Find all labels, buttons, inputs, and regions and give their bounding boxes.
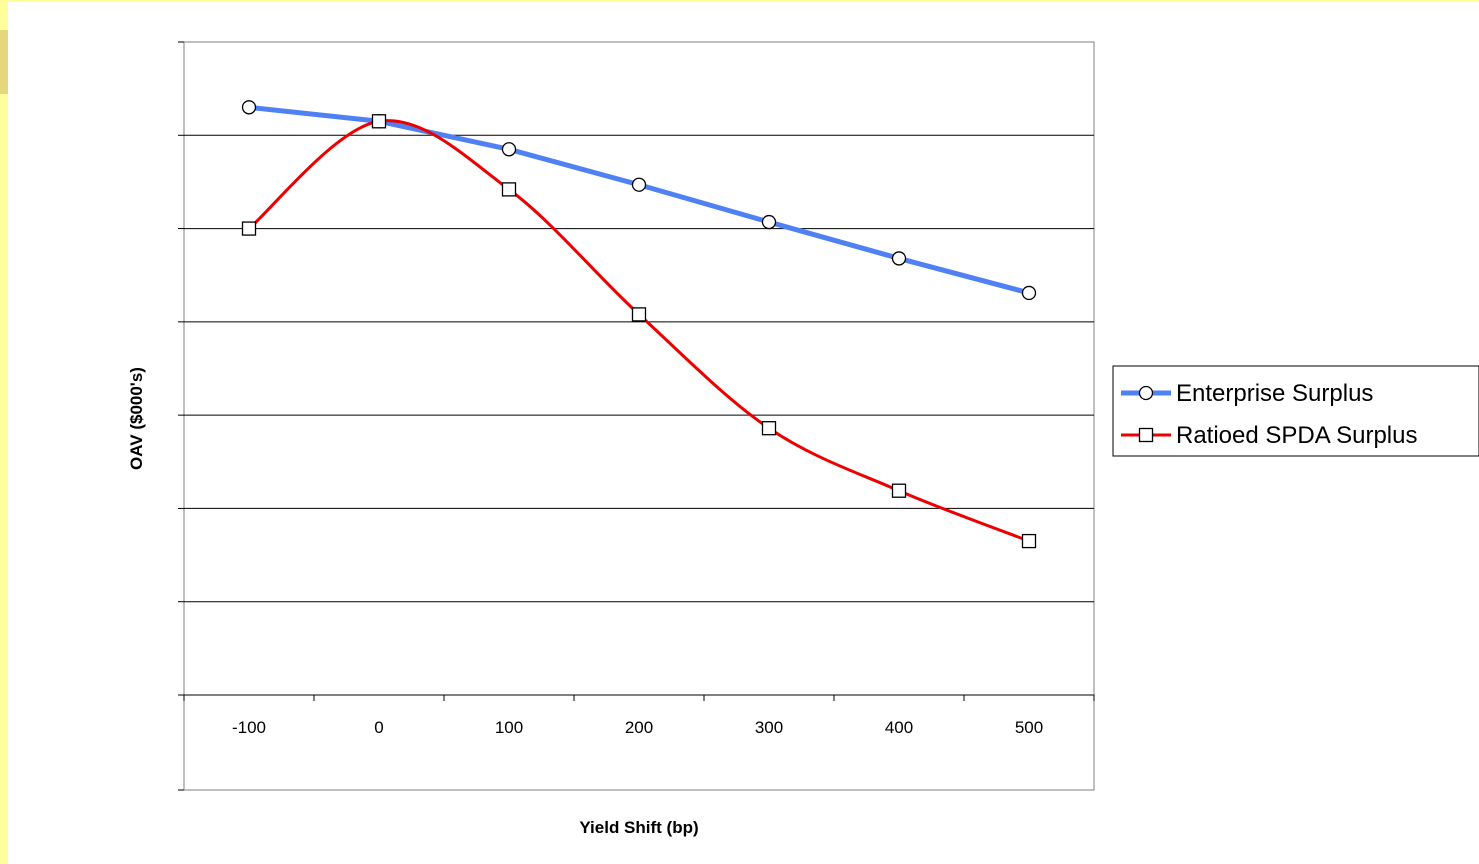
series-ratioed-spda-surplus bbox=[241, 114, 1037, 549]
legend-marker bbox=[1138, 427, 1154, 443]
data-point-marker bbox=[501, 142, 517, 157]
data-point-marker bbox=[501, 182, 517, 197]
data-point-marker bbox=[631, 177, 647, 192]
legend-box bbox=[1112, 365, 1479, 457]
data-point-marker bbox=[241, 221, 257, 236]
data-point-marker bbox=[761, 421, 777, 436]
x-tick-label: -100 bbox=[232, 718, 266, 737]
legend-item: Ratioed SPDA Surplus bbox=[1121, 422, 1417, 449]
x-tick-label: 400 bbox=[885, 718, 913, 737]
x-tick-label: 500 bbox=[1015, 718, 1043, 737]
x-tick-label: 0 bbox=[374, 718, 383, 737]
data-point-marker bbox=[371, 114, 387, 129]
legend-label: Enterprise Surplus bbox=[1176, 380, 1373, 407]
legend-marker bbox=[1138, 385, 1154, 401]
data-point-marker bbox=[631, 307, 647, 322]
data-point-marker bbox=[761, 214, 777, 230]
x-axis-title: Yield Shift (bp) bbox=[579, 818, 698, 837]
legend-item: Enterprise Surplus bbox=[1121, 380, 1373, 407]
data-point-marker bbox=[1021, 285, 1037, 301]
plot-area bbox=[183, 41, 1095, 791]
legend-label: Ratioed SPDA Surplus bbox=[1176, 422, 1417, 449]
data-point-marker bbox=[891, 251, 907, 266]
x-tick-label: 200 bbox=[625, 718, 653, 737]
y-axis-ticks bbox=[178, 41, 184, 791]
x-tick-label: 300 bbox=[755, 718, 783, 737]
legend: Enterprise Surplus Ratioed SPDA Surplus bbox=[1112, 365, 1479, 457]
data-point-marker bbox=[241, 100, 257, 115]
chart-svg: -100 0 100 200 300 400 500 Yield Shift (bp) OA… bbox=[127, 41, 1479, 837]
data-point-marker bbox=[891, 483, 907, 498]
chart-area: -100 0 100 200 300 400 500 Yield Shift (bp) OA… bbox=[8, 2, 1479, 864]
x-axis: -100 0 100 200 300 400 500 bbox=[183, 694, 1095, 737]
data-point-marker bbox=[1021, 533, 1037, 549]
x-tick-label: 100 bbox=[495, 718, 523, 737]
y-axis-title: OAV ($000's) bbox=[127, 367, 146, 470]
series-layer bbox=[241, 100, 1037, 549]
